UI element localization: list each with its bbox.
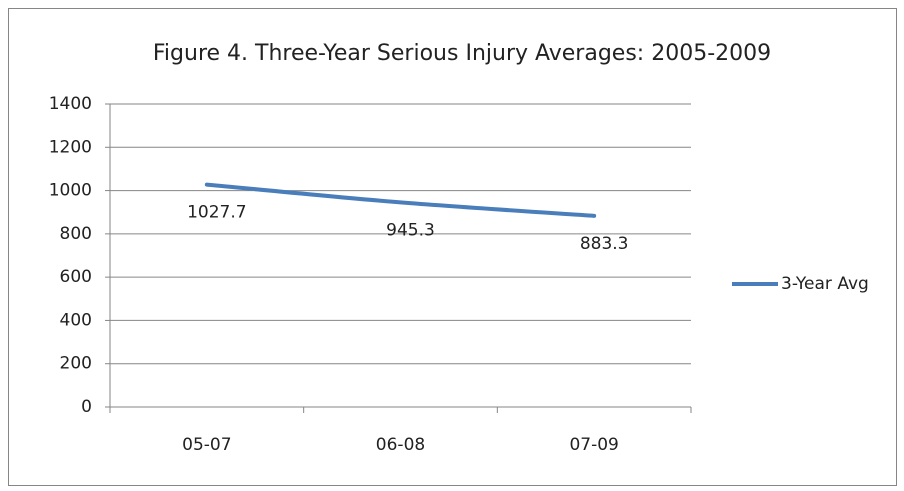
y-tick-label: 800 [60, 224, 92, 244]
data-label: 945.3 [386, 220, 435, 240]
x-tick-label: 07-09 [569, 435, 618, 455]
y-tick-label: 1400 [49, 94, 92, 114]
legend-label: 3-Year Avg [781, 274, 869, 294]
data-label: 1027.7 [187, 203, 246, 223]
chart-border [8, 8, 897, 486]
y-tick-label: 0 [81, 397, 92, 417]
x-tick-label: 06-08 [376, 435, 425, 455]
y-tick-label: 200 [60, 354, 92, 374]
y-tick-label: 400 [60, 310, 92, 330]
x-tick-label: 05-07 [182, 435, 231, 455]
y-tick-label: 1200 [49, 137, 92, 157]
line-series [204, 182, 597, 218]
y-tick-label: 600 [60, 267, 92, 287]
y-tick-label: 1000 [49, 181, 92, 201]
data-label: 883.3 [580, 234, 629, 254]
chart-title: Figure 4. Three-Year Serious Injury Aver… [153, 41, 771, 66]
